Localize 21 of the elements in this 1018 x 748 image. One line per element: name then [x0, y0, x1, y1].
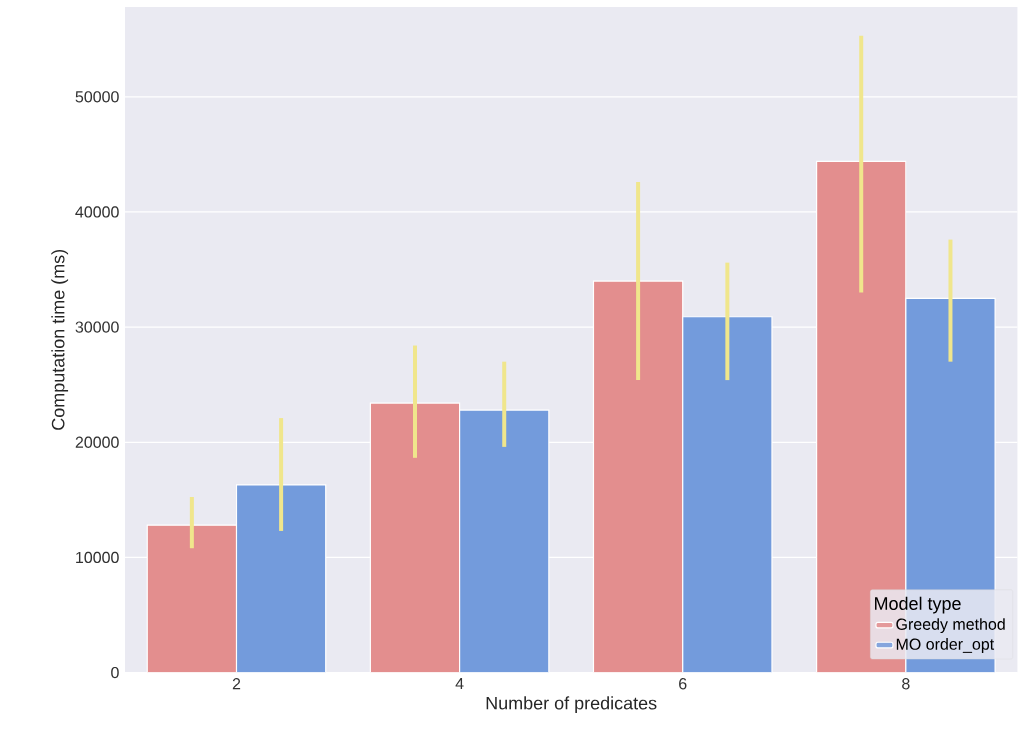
- bar: [146, 524, 238, 673]
- legend-label: Greedy method: [896, 618, 1005, 634]
- y-tick-label: 0: [111, 667, 119, 679]
- x-tick-label: 8: [902, 678, 910, 690]
- bar: [235, 484, 327, 673]
- x-axis-title: Number of predicates: [486, 696, 657, 714]
- y-axis-title: Computation time (ms): [51, 250, 69, 431]
- x-tick-label: 2: [232, 678, 241, 690]
- x-tick-label: 4: [455, 678, 464, 690]
- legend-title: Model type: [875, 596, 961, 614]
- y-tick-label: 40000: [75, 206, 119, 218]
- y-tick-label: 10000: [76, 551, 119, 564]
- x-tick-label: 6: [679, 678, 687, 690]
- bar: [459, 409, 550, 673]
- y-tick-label: 30000: [75, 321, 119, 333]
- bar: [592, 280, 684, 673]
- y-tick-label: 50000: [75, 91, 119, 103]
- bar: [682, 316, 773, 673]
- y-tick-label: 20000: [75, 436, 119, 449]
- legend-label: MO order_opt: [896, 638, 995, 654]
- bar: [369, 402, 461, 673]
